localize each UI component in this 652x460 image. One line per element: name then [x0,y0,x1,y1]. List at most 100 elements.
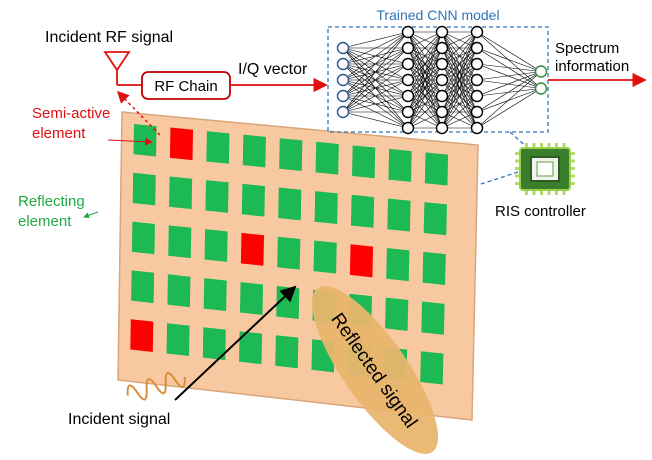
reflecting-element [421,301,445,335]
network-connection [342,47,409,113]
network-connection [407,47,443,129]
network-connection [441,31,478,65]
network-node [470,105,484,119]
reflecting-element [422,251,446,286]
network-connection [342,31,409,97]
reflecting-element [242,134,266,168]
network-connection [407,31,443,49]
incident-signal-arrow [174,285,297,401]
network-connection [476,47,542,72]
rf-chain-label: RF Chain [154,78,217,95]
reflecting-element [387,198,411,232]
network-node [401,41,415,55]
network-node [401,89,415,103]
reflecting-element [204,229,228,262]
network-connection [441,31,478,113]
network-node [534,82,548,95]
reflecting-element [275,335,299,369]
network-connection [441,111,478,129]
network-connection [476,88,542,129]
network-connection [342,63,409,113]
reflecting-element [241,183,265,217]
network-connection [441,31,478,97]
reflecting-element [168,225,192,259]
reflecting-element [424,152,449,186]
network-connection [407,31,443,65]
reflecting-element [205,180,229,213]
reflecting-label-line1: Reflecting [18,193,85,210]
network-node [336,57,350,71]
network-connection [407,63,443,129]
reflecting-element [206,131,230,164]
network-connection [407,95,443,129]
reflecting-element [277,236,301,270]
network-node [470,25,484,39]
network-connection [476,71,542,113]
network-node [470,57,484,71]
neural-network [336,25,548,135]
semi-active-label-line1: Semi-active [32,105,110,122]
reflecting-element [203,278,227,312]
iq-vector-label: I/Q vector [238,61,308,78]
reflecting-element [167,274,191,308]
reflecting-element [133,124,157,157]
network-connection [441,79,478,129]
network-connection [342,31,409,81]
network-connection [407,31,443,97]
semi-active-link [116,90,161,136]
network-connection [342,31,409,113]
network-connection [407,31,443,81]
reflecting-element [314,191,338,225]
network-connection [441,31,478,49]
network-connection [476,63,542,89]
reflecting-element [423,202,447,236]
reflecting-element [239,282,264,315]
cnn-model-label: Trained CNN model [376,7,499,23]
network-connection [476,63,542,72]
reflecting-element [169,176,193,210]
network-connection [407,31,443,113]
incident-wave-icon [126,372,186,401]
network-node [435,89,449,103]
antenna-icon [103,51,142,86]
network-node [470,89,484,103]
network-connection [476,71,542,129]
semi-active-element [349,244,374,278]
network-node [401,57,415,71]
network-node [435,57,449,71]
network-connection [476,71,542,97]
network-connection [342,31,409,65]
reflecting-element [166,323,190,357]
ris-controller-label: RIS controller [495,203,586,220]
reflecting-element [350,194,375,228]
reflecting-element [420,351,444,385]
semi-active-element [130,319,154,352]
semi-active-pointer [107,137,153,146]
network-node [435,73,449,87]
semi-active-element [169,127,194,161]
reflecting-element [131,221,155,255]
reflecting-element [279,138,303,172]
network-connection [476,88,542,113]
reflecting-label-line2: element [18,213,72,230]
network-node [470,73,484,87]
network-connection [441,95,478,129]
semi-active-label-line2: element [32,125,86,142]
network-connection [476,79,542,89]
network-connection [407,111,443,129]
reflecting-element [385,297,409,331]
network-node [336,41,350,55]
network-node [401,121,415,135]
reflecting-pointer [83,211,99,219]
network-connection [441,47,478,129]
reflecting-element [278,187,302,221]
network-connection [407,79,443,129]
network-node [435,105,449,119]
network-connection [342,31,409,49]
network-node [470,41,484,55]
network-node [336,89,350,103]
network-node [401,105,415,119]
network-connection [441,63,478,129]
network-node [401,73,415,87]
